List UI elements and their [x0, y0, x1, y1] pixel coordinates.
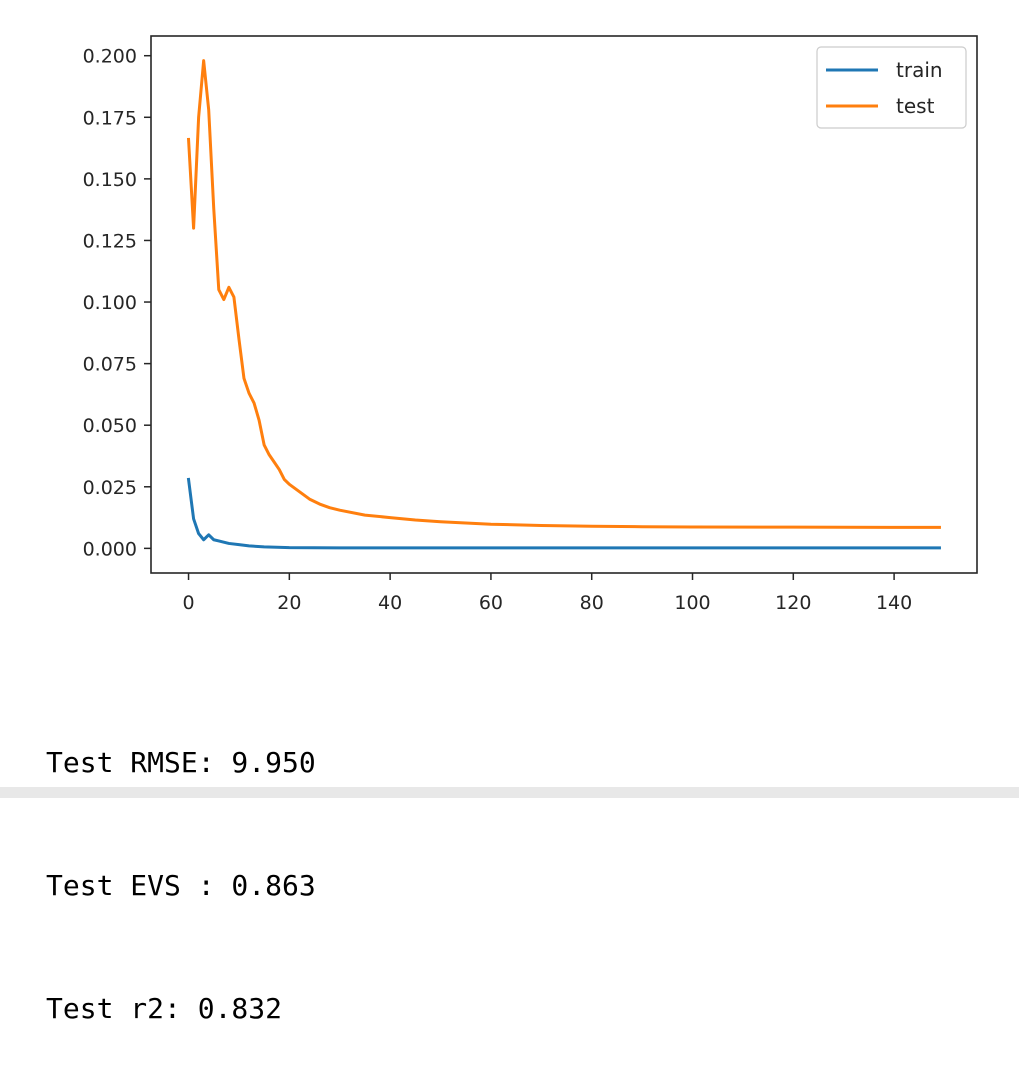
y-tick-label: 0.050	[83, 415, 137, 437]
legend-box	[816, 46, 967, 129]
output-line-evs: Test EVS : 0.863	[46, 869, 316, 902]
y-tick-label: 0.000	[83, 538, 137, 560]
x-tick-label: 60	[479, 592, 503, 614]
series-line-train	[186, 477, 941, 550]
series-line-test	[186, 59, 941, 529]
y-tick-label: 0.100	[83, 292, 137, 314]
scroll-edge	[0, 787, 1019, 798]
legend-label-train: train	[896, 58, 943, 82]
output-line-r2: Test r2: 0.832	[46, 992, 283, 1025]
y-tick-label: 0.200	[83, 46, 137, 68]
plot-frame	[150, 35, 978, 574]
chart: 0 20 40 60 80 100 120 140 0.000 0.025 0.050 0.075 0…	[83, 35, 978, 614]
x-tick-label: 40	[378, 592, 402, 614]
series-layer	[186, 59, 941, 550]
x-tick-label: 120	[775, 592, 811, 614]
y-tick-label: 0.125	[83, 230, 137, 252]
chart-svg: 0 20 40 60 80 100 120 140 0.0000.0250.0500.0750…	[83, 35, 978, 614]
y-tick-label: 0.025	[83, 477, 137, 499]
cell-output: Test RMSE: 9.950 Test EVS : 0.863 Test r…	[46, 660, 316, 1070]
x-tick-label: 100	[674, 592, 710, 614]
output-line-rmse: Test RMSE: 9.950	[46, 746, 316, 779]
y-tick-label: 0.150	[83, 169, 137, 191]
x-tick-label: 80	[580, 592, 604, 614]
x-tick-label: 20	[277, 592, 301, 614]
x-tick-label: 0	[182, 592, 194, 614]
legend: train test	[816, 46, 967, 129]
y-tick-label: 0.175	[83, 107, 137, 129]
x-tick-label: 140	[876, 592, 912, 614]
legend-label-test: test	[896, 94, 935, 118]
y-tick-label: 0.075	[83, 354, 137, 376]
x-axis: 0 20 40 60 80 100 120 140	[182, 573, 912, 614]
y-axis: 0.000 0.025 0.050 0.075 0.100 0.125 0.150 0.175…	[83, 46, 151, 560]
